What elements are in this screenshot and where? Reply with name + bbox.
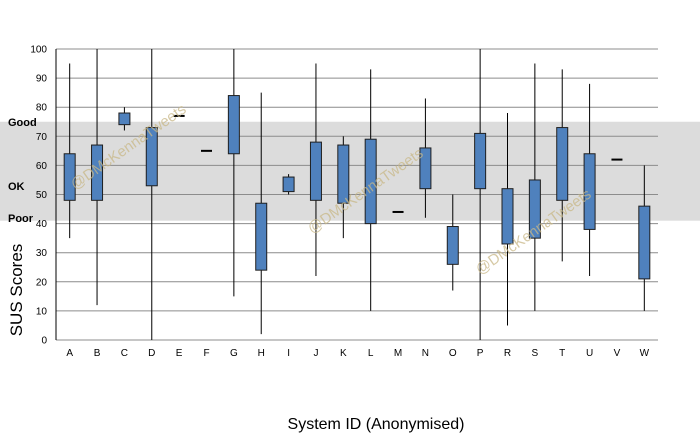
box	[145, 127, 158, 187]
x-tick-label: U	[586, 348, 593, 359]
box-P	[474, 49, 487, 340]
band-label: OK	[8, 181, 25, 193]
y-tick-label: 70	[36, 132, 48, 143]
box-N	[419, 98, 432, 218]
box-H	[255, 92, 268, 335]
x-tick-label: B	[94, 348, 101, 359]
x-tick-label: W	[640, 348, 650, 359]
box	[528, 179, 541, 239]
box-T	[556, 69, 569, 262]
box-R	[501, 113, 514, 326]
x-tick-label: J	[313, 348, 318, 359]
ok-band	[0, 121, 700, 221]
box	[282, 176, 295, 193]
boxes	[63, 49, 651, 340]
y-tick-label: 100	[30, 45, 47, 56]
box-G	[227, 49, 240, 297]
box	[638, 205, 651, 280]
x-tick-label: P	[477, 348, 484, 359]
box	[63, 153, 76, 201]
box-S	[528, 63, 541, 311]
box	[91, 144, 104, 201]
x-tick-label: F	[203, 348, 209, 359]
y-tick-labels: 0 10 20 30 40 50 60 70 80 90 100	[30, 45, 47, 347]
y-tick-label: 0	[41, 336, 47, 347]
box	[501, 188, 514, 245]
x-tick-label: G	[230, 348, 238, 359]
x-tick-label: V	[614, 348, 621, 359]
y-tick-label: 10	[36, 306, 48, 317]
x-tick-label: C	[121, 348, 128, 359]
box	[227, 95, 240, 155]
x-tick-label: M	[394, 348, 402, 359]
box	[364, 138, 377, 225]
x-tick-label: S	[532, 348, 539, 359]
x-tick-label: L	[368, 348, 374, 359]
x-tick-label: H	[258, 348, 265, 359]
box	[556, 127, 569, 201]
box-U	[583, 83, 596, 276]
box	[474, 132, 487, 190]
x-tick-label: I	[287, 348, 290, 359]
box-O	[446, 194, 459, 291]
box-W	[638, 165, 651, 311]
box-K	[337, 136, 350, 239]
y-tick-label: 50	[36, 190, 48, 201]
x-tick-label: D	[148, 348, 155, 359]
box-D	[145, 49, 158, 340]
box-C	[118, 107, 131, 131]
band-label: Good	[8, 117, 37, 129]
x-tick-label: R	[504, 348, 511, 359]
box-J	[309, 63, 322, 276]
x-tick-label: O	[449, 348, 457, 359]
box	[446, 226, 459, 265]
box	[118, 112, 131, 126]
box	[309, 141, 322, 201]
x-tick-label: E	[176, 348, 183, 359]
y-tick-label: 40	[36, 219, 48, 230]
y-tick-label: 90	[36, 74, 48, 85]
x-tick-label: K	[340, 348, 347, 359]
box	[419, 147, 432, 190]
x-tick-label: T	[559, 348, 565, 359]
box-L	[364, 69, 377, 311]
y-tick-label: 80	[36, 103, 48, 114]
box	[583, 153, 596, 230]
box-B	[91, 49, 104, 306]
y-tick-label: 20	[36, 277, 48, 288]
band-label: Poor	[8, 213, 34, 225]
x-tick-label: N	[422, 348, 429, 359]
x-tick-label: A	[66, 348, 73, 359]
y-axis-label: SUS Scores	[7, 244, 26, 337]
box-I	[282, 174, 295, 195]
box-A	[63, 63, 76, 239]
band-labels: Good OK Poor	[8, 117, 37, 225]
box	[337, 144, 350, 204]
box	[255, 202, 268, 271]
y-tick-label: 60	[36, 161, 48, 172]
x-axis-label: System ID (Anonymised)	[288, 416, 465, 433]
y-tick-label: 30	[36, 248, 48, 259]
